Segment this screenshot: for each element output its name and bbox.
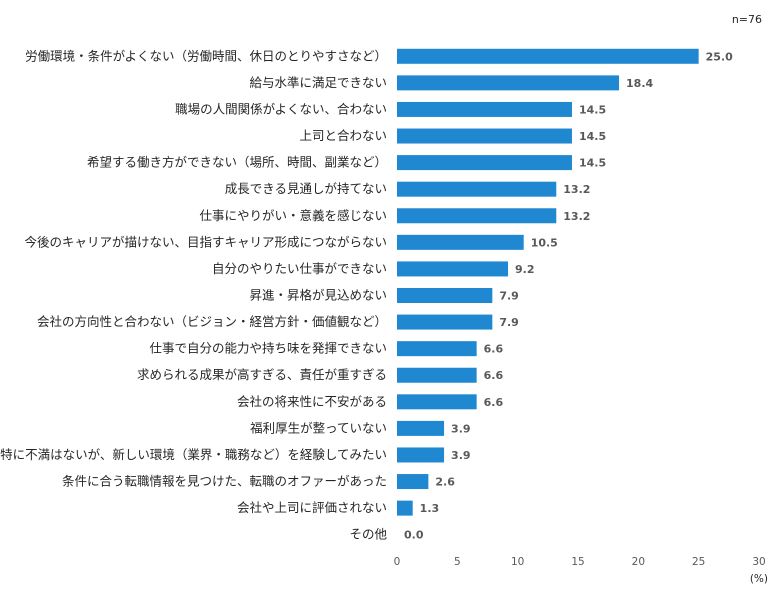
- value-label: 3.9: [451, 449, 471, 462]
- unit-label: (%): [750, 573, 768, 585]
- bar: [397, 367, 477, 383]
- value-label: 3.9: [451, 422, 471, 435]
- bar: [397, 128, 572, 144]
- category-label: 会社や上司に評価されない: [237, 500, 387, 515]
- x-tick-label: 0: [394, 556, 401, 568]
- value-label: 1.3: [420, 502, 440, 515]
- category-label: その他: [349, 527, 387, 542]
- x-tick-label: 15: [571, 556, 584, 568]
- bar: [397, 234, 524, 250]
- x-axis: 0 5 10 15 20 25 30: [394, 556, 766, 568]
- bar: [397, 420, 445, 436]
- value-label: 14.5: [579, 103, 606, 116]
- value-label: 18.4: [626, 77, 653, 90]
- value-label: 6.6: [484, 369, 504, 382]
- category-label: 条件に合う転職情報を見つけた、転職のオファーがあった: [62, 474, 387, 489]
- value-label: 9.2: [515, 263, 535, 276]
- bars-layer: 労働環境・条件がよくない（労働時間、休日のとりやすさなど） 25.0 給与水準に満足…: [0, 48, 733, 541]
- value-label: 13.2: [563, 183, 590, 196]
- value-label: 7.9: [499, 316, 519, 329]
- bar: [397, 394, 477, 410]
- category-label: 労働環境・条件がよくない（労働時間、休日のとりやすさなど）: [25, 48, 387, 63]
- category-label: 特に不満はないが、新しい環境（業界・職務など）を経験してみたい: [0, 447, 387, 462]
- x-tick-label: 20: [632, 556, 645, 568]
- category-label: 求められる成果が高すぎる、責任が重すぎる: [137, 367, 387, 382]
- bar: [397, 101, 572, 117]
- bar: [397, 447, 445, 463]
- sample-size-note: n=76: [732, 13, 762, 26]
- value-label: 2.6: [435, 476, 455, 489]
- category-label: 希望する働き方ができない（場所、時間、副業など）: [87, 155, 387, 170]
- x-tick-label: 25: [692, 556, 705, 568]
- bar: [397, 155, 572, 171]
- bar: [397, 500, 413, 516]
- category-label: 仕事で自分の能力や持ち味を発揮できない: [149, 341, 387, 356]
- bar: [397, 208, 557, 224]
- x-tick-label: 30: [752, 556, 765, 568]
- value-label: 6.6: [484, 396, 504, 409]
- category-label: 会社の方向性と合わない（ビジョン・経営方針・価値観など）: [37, 314, 387, 329]
- bar: [397, 48, 699, 64]
- value-label: 25.0: [706, 50, 733, 63]
- x-tick-label: 5: [454, 556, 461, 568]
- value-label: 14.5: [579, 157, 606, 170]
- value-label: 6.6: [484, 343, 504, 356]
- category-label: 職場の人間関係がよくない、合わない: [175, 101, 387, 116]
- category-label: 成長できる見通しが持てない: [225, 181, 387, 196]
- category-label: 福利厚生が整っていない: [250, 420, 387, 435]
- category-label: 今後のキャリアが描けない、目指すキャリア形成につながらない: [24, 234, 387, 249]
- value-label: 7.9: [499, 290, 519, 303]
- value-label: 14.5: [579, 130, 606, 143]
- bar: [397, 288, 493, 303]
- category-label: 自分のやりたい仕事ができない: [212, 261, 387, 276]
- category-label: 上司と合わない: [299, 128, 387, 143]
- value-label: 10.5: [531, 236, 558, 249]
- category-label: 会社の将来性に不安がある: [237, 394, 387, 409]
- value-label: 13.2: [563, 210, 590, 223]
- category-label: 昇進・昇格が見込めない: [249, 288, 387, 303]
- bar: [397, 75, 620, 91]
- x-tick-label: 10: [511, 556, 524, 568]
- bar: [397, 314, 493, 330]
- value-label: 0.0: [404, 529, 424, 542]
- category-label: 仕事にやりがい・意義を感じない: [199, 208, 387, 223]
- bar: [397, 474, 429, 490]
- bar: [397, 341, 477, 357]
- bar: [397, 261, 509, 277]
- bar: [397, 181, 557, 197]
- category-label: 給与水準に満足できない: [249, 75, 387, 90]
